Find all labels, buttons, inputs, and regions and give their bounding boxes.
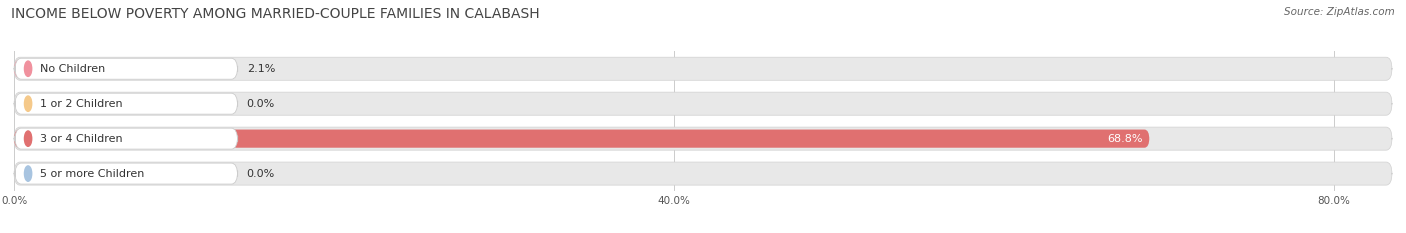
Text: No Children: No Children (41, 64, 105, 74)
Text: 3 or 4 Children: 3 or 4 Children (41, 134, 124, 144)
FancyBboxPatch shape (15, 58, 238, 79)
Text: INCOME BELOW POVERTY AMONG MARRIED-COUPLE FAMILIES IN CALABASH: INCOME BELOW POVERTY AMONG MARRIED-COUPL… (11, 7, 540, 21)
Circle shape (24, 131, 32, 146)
Text: 68.8%: 68.8% (1108, 134, 1143, 144)
FancyBboxPatch shape (15, 163, 238, 184)
FancyBboxPatch shape (14, 130, 1149, 148)
Text: 0.0%: 0.0% (246, 99, 276, 109)
Circle shape (24, 96, 32, 111)
Text: 0.0%: 0.0% (246, 169, 276, 178)
FancyBboxPatch shape (15, 128, 238, 149)
FancyBboxPatch shape (14, 127, 1392, 150)
FancyBboxPatch shape (14, 60, 49, 78)
FancyBboxPatch shape (14, 92, 1392, 115)
Text: 2.1%: 2.1% (246, 64, 276, 74)
FancyBboxPatch shape (14, 57, 1392, 80)
Text: Source: ZipAtlas.com: Source: ZipAtlas.com (1284, 7, 1395, 17)
Circle shape (24, 61, 32, 76)
Text: 1 or 2 Children: 1 or 2 Children (41, 99, 124, 109)
FancyBboxPatch shape (15, 93, 238, 114)
FancyBboxPatch shape (14, 162, 1392, 185)
Text: 5 or more Children: 5 or more Children (41, 169, 145, 178)
Circle shape (24, 166, 32, 181)
